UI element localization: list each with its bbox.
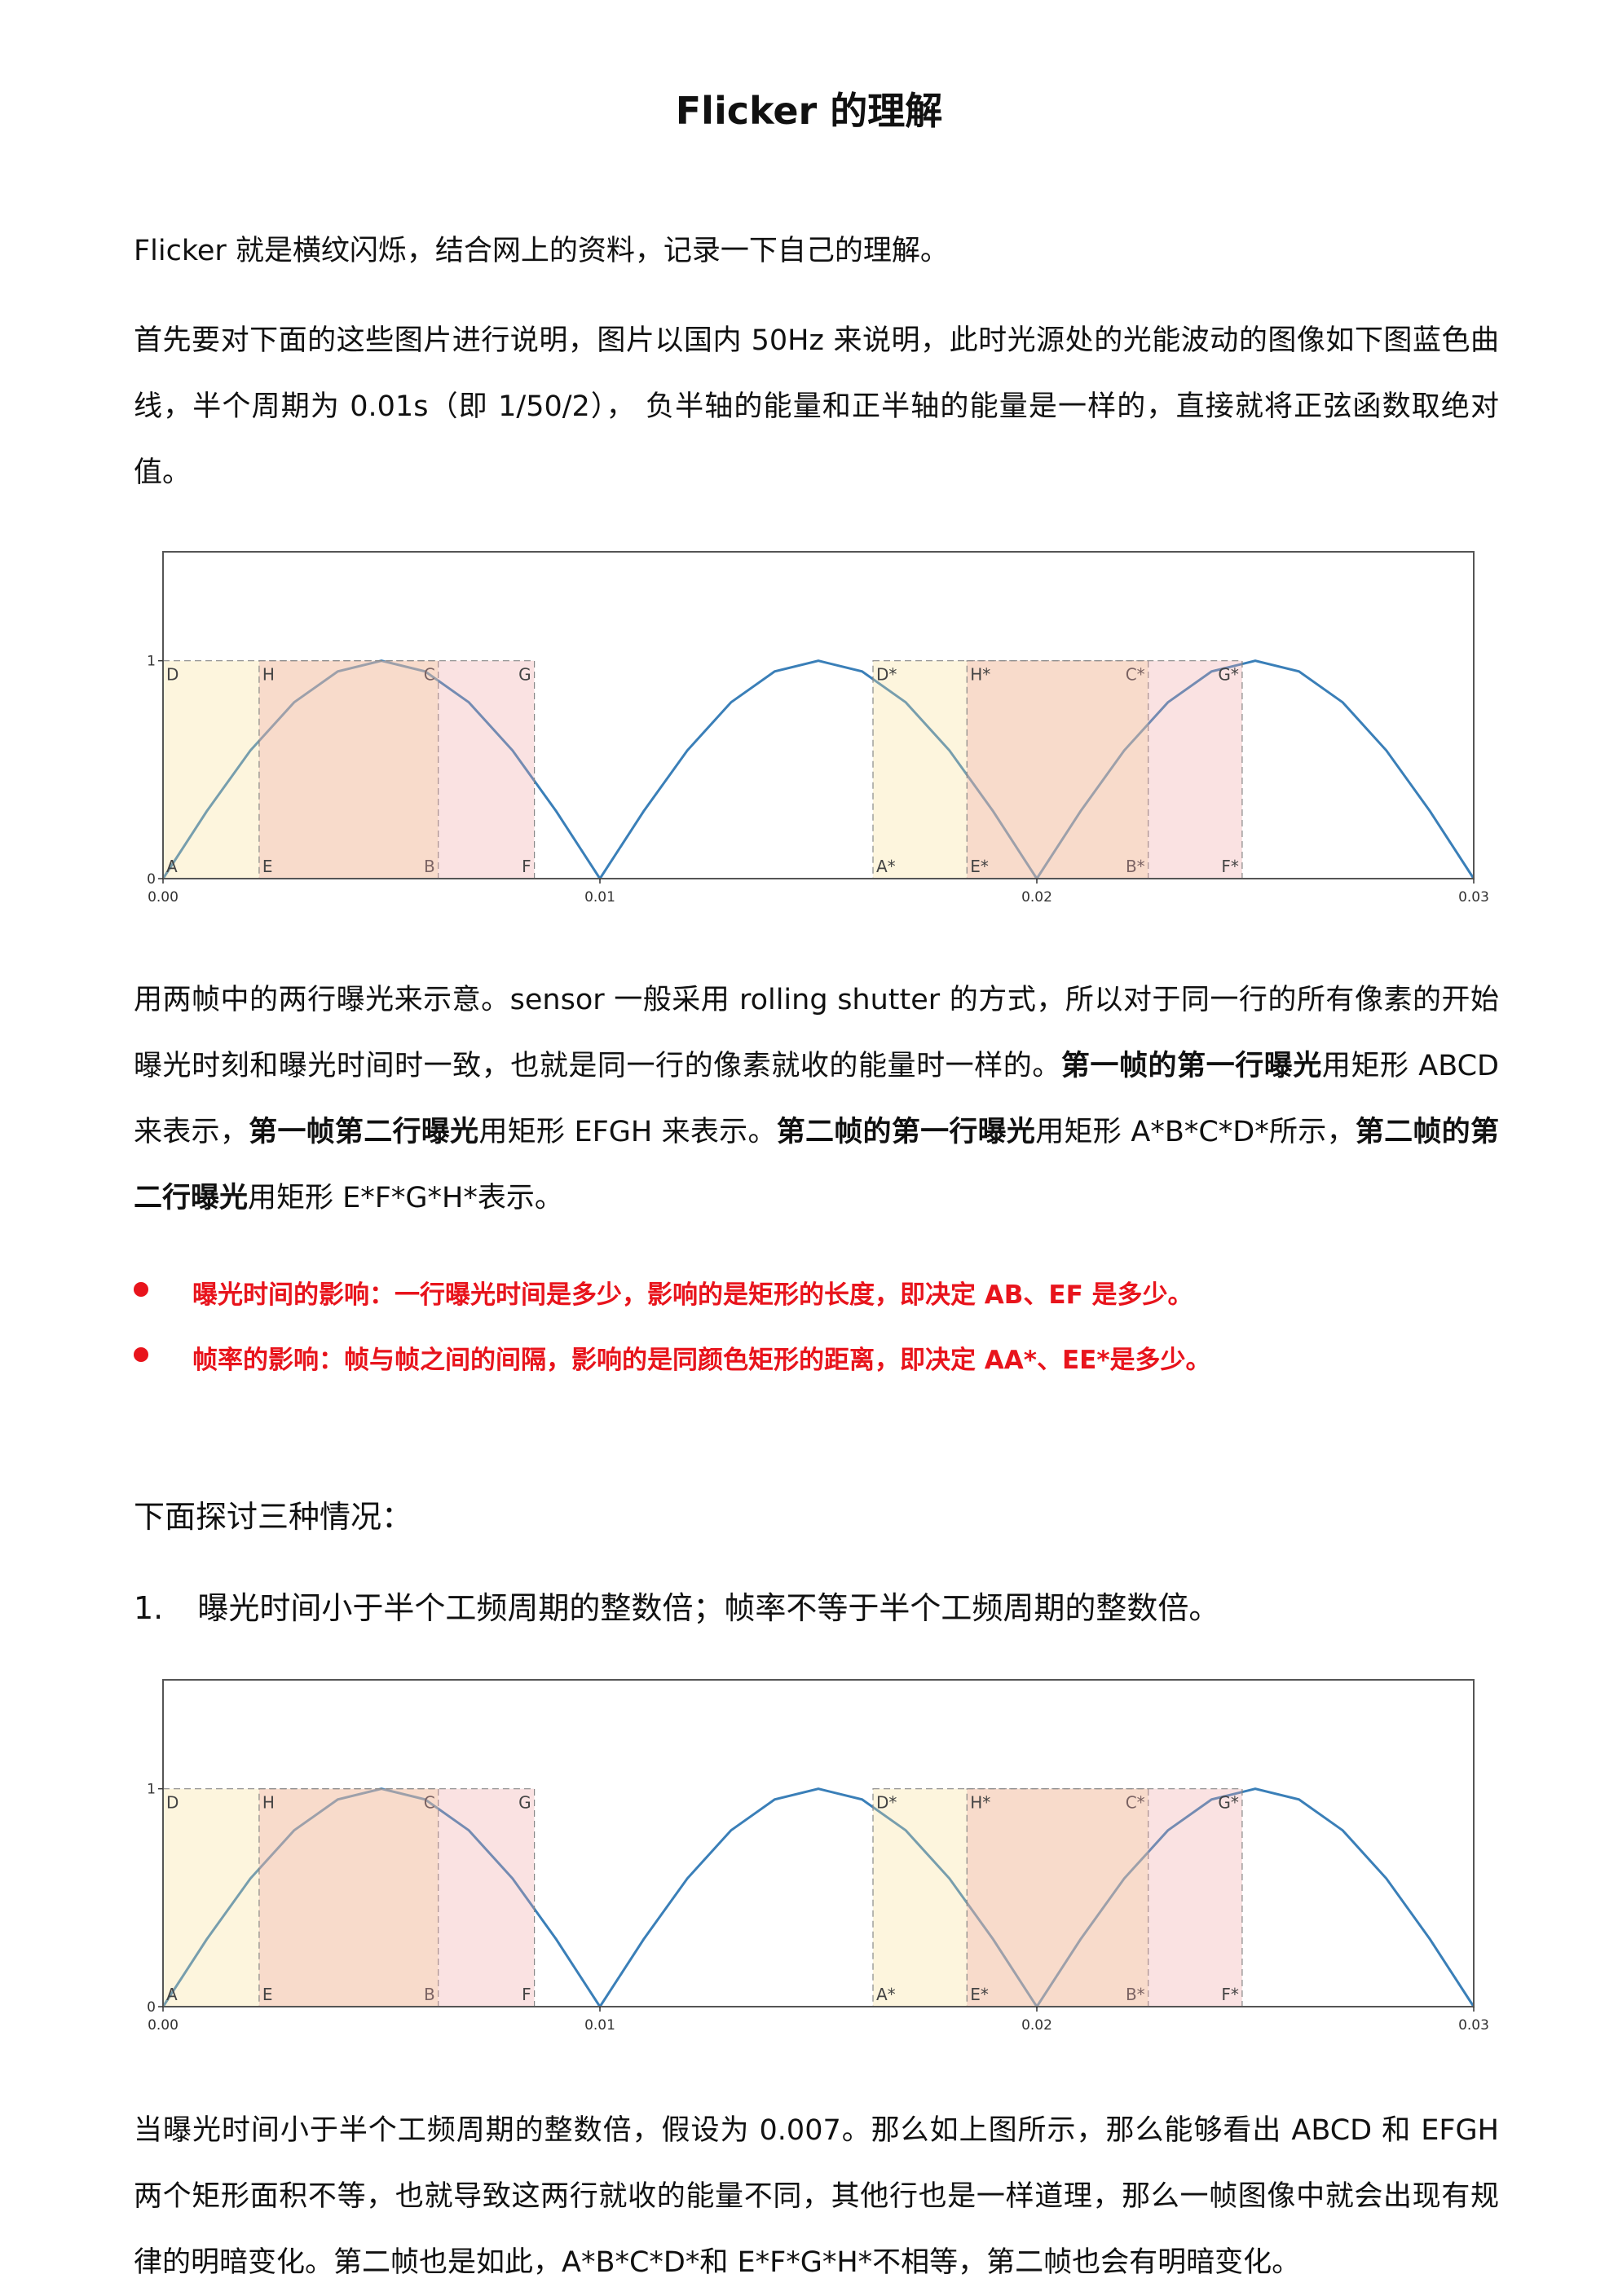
corner-label: E*	[970, 1985, 989, 2004]
case-number: 1.	[134, 1590, 164, 1626]
corner-label: D	[166, 1793, 179, 1813]
exposure-rect	[258, 1788, 536, 2007]
corner-label: A	[166, 857, 178, 876]
x-tick-label: 0.03	[1458, 889, 1489, 906]
exposure-rect	[258, 660, 536, 879]
y-tick-label: 0	[147, 871, 156, 888]
bold-run: 第一帧第二行曝光	[249, 1116, 479, 1148]
rolling-shutter-paragraph: 用两帧中的两行曝光来示意。sensor 一般采用 rolling shutter…	[134, 967, 1499, 1232]
exposure-rect	[872, 1788, 1149, 2007]
corner-label: E	[262, 1985, 273, 2004]
exposure-rect	[872, 660, 1149, 879]
y-tick-label: 1	[147, 1782, 156, 1798]
exposure-rect	[162, 660, 439, 879]
x-tick-label: 0.01	[584, 2017, 615, 2034]
x-tick-label: 0.01	[584, 889, 615, 906]
corner-label: H	[262, 665, 275, 685]
x-tick-label: 0.03	[1458, 2017, 1489, 2034]
corner-label: B	[424, 857, 435, 876]
intro-paragraph: Flicker 就是横纹闪烁，结合网上的资料，记录一下自己的理解。	[134, 235, 949, 267]
plot-frame	[162, 551, 1475, 879]
bullet-dot-icon	[134, 1347, 148, 1362]
bold-run: 第一帧的第一行曝光	[1060, 1050, 1322, 1082]
x-tick-label: 0.02	[1021, 2017, 1052, 2034]
exposure-rect	[966, 1788, 1243, 2007]
sine-exposure-chart-2: A B C D E F G H A* B* C* D* E* F* G* H* 0 1 0.00 0.01 0.02 0.…	[147, 1679, 1489, 2034]
text-run: 用矩形 A*B*C*D*所示，	[1035, 1116, 1356, 1148]
y-tick-label: 1	[147, 654, 156, 670]
corner-label: G	[518, 1793, 531, 1813]
plot-frame	[162, 1679, 1475, 2007]
y-tick-label: 0	[147, 1999, 156, 2016]
corner-label: A*	[876, 1985, 896, 2004]
corner-label: F*	[1221, 857, 1239, 876]
corner-label: B	[424, 1985, 435, 2004]
corner-label: D	[166, 665, 179, 685]
corner-label: C*	[1126, 665, 1145, 685]
page-title: Flicker 的理解	[675, 89, 943, 133]
corner-label: C*	[1126, 1793, 1145, 1813]
text-run: 用矩形 EFGH 来表示。	[478, 1116, 777, 1148]
corner-label: H	[262, 1793, 275, 1813]
corner-label: G*	[1218, 665, 1239, 685]
corner-label: A*	[876, 857, 896, 876]
text-run: 用两帧中的两行曝光来示意。sensor 一般采用 rolling shutter…	[134, 984, 1499, 1082]
corner-label: D*	[876, 665, 897, 685]
corner-label: C	[424, 1793, 435, 1813]
corner-label: C	[424, 665, 435, 685]
x-tick-label: 0.02	[1021, 889, 1052, 906]
corner-label: F	[522, 857, 531, 876]
case-1-explanation: 当曝光时间小于半个工频周期的整数倍，假设为 0.007。那么如上图所示，那么能够…	[134, 2114, 1499, 2279]
x-tick-label: 0.00	[148, 2017, 179, 2034]
corner-label: F	[522, 1985, 531, 2004]
bold-run: 第二帧的第二行曝光	[134, 1116, 1499, 1214]
bullet-text: 曝光时间的影响：一行曝光时间是多少，影响的是矩形的长度，即决定 AB、EF 是多…	[192, 1280, 1193, 1310]
corner-label: G	[518, 665, 531, 685]
corner-label: B*	[1126, 1985, 1145, 2004]
corner-label: H*	[970, 1793, 990, 1813]
bullet-text: 帧率的影响：帧与帧之间的间隔，影响的是同颜色矩形的距离，即决定 AA*、EE*是…	[192, 1346, 1211, 1375]
corner-label: E*	[970, 857, 989, 876]
case-1-heading: 1. 曝光时间小于半个工频周期的整数倍；帧率不等于半个工频周期的整数倍。	[134, 1583, 1219, 1628]
corner-label: A	[166, 1985, 178, 2004]
sine-exposure-chart-1: A B C D E F G H A* B* C* D* E* F* G* H* 0 1 0.00 0.01 0.02 0.…	[147, 551, 1489, 906]
explanation-paragraph: 首先要对下面的这些图片进行说明，图片以国内 50Hz 来说明，此时光源处的光能波…	[134, 324, 1499, 489]
x-tick-label: 0.00	[148, 889, 179, 906]
bullet-dot-icon	[134, 1282, 148, 1297]
corner-label: F*	[1221, 1985, 1239, 2004]
text-run: 用矩形 E*F*G*H*表示。	[248, 1182, 563, 1214]
exposure-rect	[966, 660, 1243, 879]
bold-run: 第二帧的第一行曝光	[776, 1116, 1036, 1148]
corner-label: D*	[876, 1793, 897, 1813]
corner-label: H*	[970, 665, 990, 685]
text-run: 用矩形 ABCD 来表示，	[134, 1050, 1499, 1148]
corner-label: B*	[1126, 857, 1145, 876]
corner-label: G*	[1218, 1793, 1239, 1813]
section-intro: 下面探讨三种情况：	[134, 1499, 413, 1535]
case-text: 曝光时间小于半个工频周期的整数倍；帧率不等于半个工频周期的整数倍。	[197, 1590, 1220, 1626]
corner-label: E	[262, 857, 273, 876]
exposure-rect	[162, 1788, 439, 2007]
